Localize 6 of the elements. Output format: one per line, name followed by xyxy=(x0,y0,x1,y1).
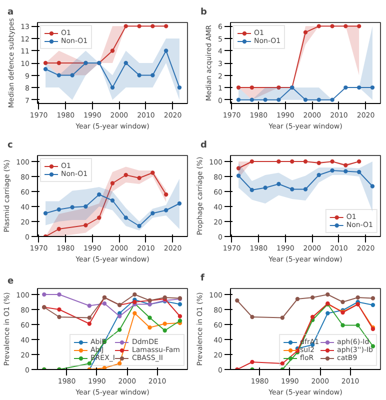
chart-title: b xyxy=(200,8,208,18)
chart-title: a xyxy=(8,8,14,18)
chart-title: f xyxy=(200,274,204,284)
chart-title: c xyxy=(8,140,13,150)
chart-title: e xyxy=(8,276,14,286)
chart-title: d xyxy=(200,140,207,150)
